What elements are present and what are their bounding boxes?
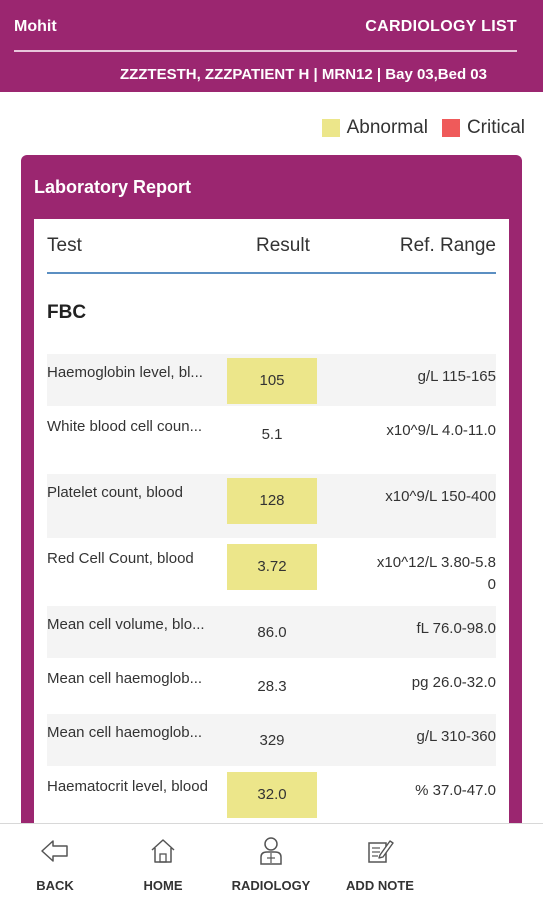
test-name: Mean cell haemoglob... [47,724,203,741]
test-name: Mean cell volume, blo... [47,616,205,633]
test-result: 329 [259,732,285,749]
test-result: 32.0 [227,772,317,818]
legend-abnormal-label: Abnormal [346,117,428,138]
ref-range: fL 76.0-98.0 [416,620,496,637]
ref-range: g/L 115-165 [417,368,496,385]
back-arrow-icon [5,836,105,866]
table-row[interactable]: Platelet count, blood 128 x10^9/L 150-40… [47,474,496,538]
header-divider [14,50,517,52]
test-name: Red Cell Count, blood [47,550,194,567]
ref-range: x10^9/L 150-400 [385,488,496,505]
lab-report-card: Laboratory Report Test Result Ref. Range… [21,155,522,900]
list-title[interactable]: CARDIOLOGY LIST [365,18,517,35]
table-row[interactable]: Haematocrit level, blood 32.0 % 37.0-47.… [47,768,496,822]
table-row[interactable]: Mean cell haemoglob... 329 g/L 310-360 [47,714,496,766]
result-legend: Abnormal Critical [308,116,525,140]
test-name: Mean cell haemoglob... [47,670,203,687]
test-result: 3.72 [227,544,317,590]
legend-critical-label: Critical [466,117,525,138]
patient-info: ZZZTESTH, ZZZPATIENT H | MRN12 | Bay 03,… [119,66,487,83]
header-ref-range: Ref. Range [399,235,496,256]
back-label: BACK [36,878,74,893]
table-row[interactable]: Mean cell volume, blo... 86.0 fL 76.0-98… [47,606,496,658]
section-title: FBC [47,302,87,323]
ref-range: g/L 310-360 [416,728,496,745]
table-header: Test Result Ref. Range [47,233,496,274]
user-name: Mohit [14,18,57,35]
header-result: Result [256,235,310,256]
ref-range: % 37.0-47.0 [415,782,496,799]
test-result: 105 [227,358,317,404]
critical-swatch [441,119,460,137]
radiology-person-icon [221,836,321,866]
radiology-button[interactable]: RADIOLOGY [221,836,321,893]
ref-range: x10^12/L 3.80-5.80 [376,554,496,593]
home-button[interactable]: HOME [113,836,213,893]
bottom-nav: BACK HOME RADIOLOGY ADD NOTE [0,823,543,900]
test-name: White blood cell coun... [47,418,203,435]
radiology-label: RADIOLOGY [231,878,311,893]
test-name: Haematocrit level, blood [47,778,208,795]
legend-abnormal: Abnormal [321,117,428,139]
app-header: Mohit CARDIOLOGY LIST ZZZTESTH, ZZZPATIE… [0,0,543,92]
legend-critical: Critical [441,117,525,139]
add-note-button[interactable]: ADD NOTE [330,836,430,893]
back-button[interactable]: BACK [5,836,105,893]
test-result: 5.1 [261,426,283,443]
ref-range: x10^9/L 4.0-11.0 [386,422,496,439]
home-label: HOME [143,878,183,893]
edit-note-icon [330,836,430,866]
table-row[interactable]: White blood cell coun... 5.1 x10^9/L 4.0… [47,408,496,472]
test-result: 28.3 [257,678,287,695]
card-title: Laboratory Report [34,177,192,197]
test-name: Haemoglobin level, bl... [47,364,203,381]
abnormal-swatch [321,119,340,137]
add-note-label: ADD NOTE [346,878,414,893]
home-icon [113,836,213,866]
ref-range: pg 26.0-32.0 [411,674,496,691]
test-result: 86.0 [257,624,287,641]
table-row[interactable]: Mean cell haemoglob... 28.3 pg 26.0-32.0 [47,660,496,712]
test-result: 128 [227,478,317,524]
table-row[interactable]: Red Cell Count, blood 3.72 x10^12/L 3.80… [47,540,496,604]
table-row[interactable]: Haemoglobin level, bl... 105 g/L 115-165 [47,354,496,406]
lab-report-panel[interactable]: Test Result Ref. Range FBC Haemoglobin l… [34,219,509,900]
test-name: Platelet count, blood [47,484,183,501]
header-test: Test [47,235,82,256]
